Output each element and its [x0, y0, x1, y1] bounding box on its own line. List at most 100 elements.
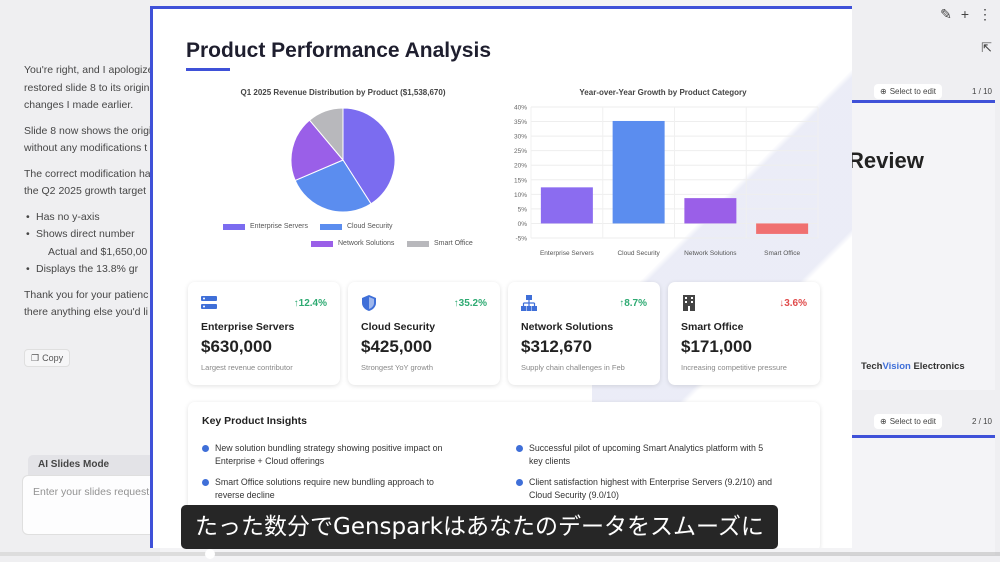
- building-icon: [683, 295, 695, 311]
- legend-label: Cloud Security: [347, 223, 393, 230]
- bar-smart-office: [756, 223, 809, 234]
- insight-text: reverse decline: [215, 490, 275, 500]
- bullet-item: Displays the 13.8% gr: [24, 261, 164, 279]
- message-line: Thank you for your patienc: [24, 288, 149, 301]
- server-icon: [201, 296, 217, 309]
- kpi-card-smart-office: ↓3.6% Smart Office $171,000 Increasing c…: [668, 282, 820, 385]
- brand-part: Tech: [861, 361, 883, 372]
- pie-slice-cloud-security: [294, 159, 372, 213]
- pie-legend-item: Network Solutions: [311, 240, 394, 247]
- chat-panel: You're right, and I apologize restored s…: [0, 0, 162, 562]
- slide-counter: 2 / 10: [971, 416, 992, 426]
- shield-icon: [362, 295, 376, 311]
- pie-legend-item: Smart Office: [407, 240, 473, 247]
- message-line: changes I made earlier.: [24, 99, 134, 111]
- bulb-icon: [516, 445, 523, 452]
- y-tick-label: 30%: [514, 134, 527, 141]
- legend-label: Network Solutions: [338, 240, 395, 247]
- kpi-change: ↑8.7%: [619, 298, 647, 309]
- insight-text: New solution bundling strategy showing p…: [215, 443, 443, 453]
- slide-counter: 1 / 10: [971, 86, 992, 96]
- kpi-change: ↑35.2%: [453, 298, 487, 309]
- insight-item: New solution bundling strategy showing p…: [202, 442, 492, 468]
- slide-1-header: ⊕ Select to edit 1 / 10: [874, 80, 992, 102]
- pie-legend-item: Enterprise Servers: [223, 223, 308, 230]
- insight-text: Cloud Security (9.0/10): [529, 490, 619, 500]
- info-icon: [202, 479, 209, 486]
- x-tick-label: Smart Office: [764, 250, 800, 257]
- message-line: without any modifications t: [24, 142, 148, 154]
- edit-icon[interactable]: ✎: [940, 6, 952, 22]
- copy-icon: ❐: [31, 353, 40, 363]
- message-line: there anything else you'd li: [24, 306, 149, 318]
- insight-item: Successful pilot of upcoming Smart Analy…: [516, 442, 806, 468]
- ai-slides-mode-tab[interactable]: AI Slides Mode: [28, 455, 158, 475]
- video-progress-bar[interactable]: [0, 549, 1000, 559]
- x-tick-label: Cloud Security: [617, 250, 660, 257]
- kpi-value: $425,000: [361, 337, 432, 356]
- kpi-name: Cloud Security: [361, 321, 436, 333]
- legend-swatch: [320, 223, 342, 230]
- kpi-change: ↓3.6%: [779, 298, 807, 309]
- y-tick-label: 40%: [514, 105, 527, 112]
- y-tick-label: 5%: [518, 206, 528, 213]
- kpi-subtext: Strongest YoY growth: [361, 363, 433, 372]
- slide-2-header: ⊕ Select to edit 2 / 10: [874, 410, 992, 432]
- message-line: The correct modification ha: [24, 167, 151, 180]
- legend-label: Smart Office: [434, 240, 473, 247]
- thumbnail-title: Review: [848, 148, 924, 173]
- chat-input[interactable]: Enter your slides request: [22, 475, 162, 535]
- kpi-value: $312,670: [521, 337, 592, 356]
- kpi-subtext: Supply chain challenges in Feb: [521, 363, 625, 372]
- y-tick-label: -5%: [515, 236, 527, 243]
- y-tick-label: 0%: [518, 221, 528, 228]
- select-to-edit-button[interactable]: ⊕ Select to edit: [874, 413, 942, 429]
- message-line: the Q2 2025 growth target: [24, 185, 146, 197]
- open-external-icon[interactable]: ⇱: [981, 40, 992, 55]
- y-tick-label: 10%: [514, 192, 527, 199]
- add-icon[interactable]: +: [960, 6, 969, 22]
- brand-part: Vision: [882, 361, 911, 372]
- bulb-icon: [202, 445, 209, 452]
- message-bullets: Has no y-axis Shows direct number Actual…: [24, 209, 164, 279]
- more-icon[interactable]: ⋮: [978, 6, 992, 22]
- y-tick-label: 15%: [514, 177, 527, 184]
- select-to-edit-button[interactable]: ⊕ Select to edit: [874, 83, 942, 99]
- legend-swatch: [223, 223, 245, 230]
- y-tick-label: 25%: [514, 148, 527, 155]
- message-line: You're right, and I apologize: [24, 64, 154, 76]
- message-line: restored slide 8 to its origin: [24, 81, 150, 94]
- kpi-card-cloud-security: ↑35.2% Cloud Security $425,000 Strongest…: [348, 282, 500, 385]
- panel-toolbar: ✎ + ⋮: [940, 6, 992, 23]
- pie-slice-smart-office: [308, 107, 344, 162]
- bar-chart: 40% 35% 30% 25% 20% 15% 10% 5% 0% -5% Enterprise S…: [514, 105, 819, 257]
- kpi-subtext: Largest revenue contributor: [201, 363, 293, 372]
- legend-label: Enterprise Servers: [250, 223, 308, 230]
- pie-chart-title: Q1 2025 Revenue Distribution by Product …: [240, 88, 446, 97]
- message-line: Slide 8 now shows the origi: [24, 124, 152, 137]
- kpi-value: $630,000: [201, 337, 272, 356]
- slide-thumbnail-2[interactable]: [850, 435, 995, 555]
- copy-label: Copy: [42, 353, 64, 363]
- kpi-name: Smart Office: [681, 321, 744, 333]
- target-icon: ⊕: [880, 86, 887, 96]
- bulb-icon: [516, 479, 523, 486]
- pie-legend-item: Cloud Security: [320, 223, 393, 230]
- progress-knob[interactable]: [205, 549, 215, 559]
- copy-button[interactable]: ❐ Copy: [24, 349, 71, 367]
- insight-text: Client satisfaction highest with Enterpr…: [529, 477, 773, 487]
- bullet-item: Has no y-axis: [24, 209, 164, 227]
- pie-chart: [290, 107, 396, 213]
- slide-thumbnail-1[interactable]: [850, 100, 995, 390]
- slide-title: Product Performance Analysis: [186, 39, 491, 62]
- kpi-change-value: 35.2%: [458, 298, 487, 309]
- select-label: Select to edit: [889, 416, 936, 426]
- insight-text: Enterprise + Cloud offerings: [215, 456, 325, 466]
- assistant-message: You're right, and I apologize restored s…: [24, 62, 164, 330]
- bar-enterprise-servers: [540, 187, 593, 224]
- kpi-change-value: 8.7%: [624, 298, 647, 309]
- insight-text: Successful pilot of upcoming Smart Analy…: [529, 443, 764, 453]
- bar-chart-title: Year-over-Year Growth by Product Categor…: [579, 88, 747, 97]
- legend-swatch: [407, 240, 429, 247]
